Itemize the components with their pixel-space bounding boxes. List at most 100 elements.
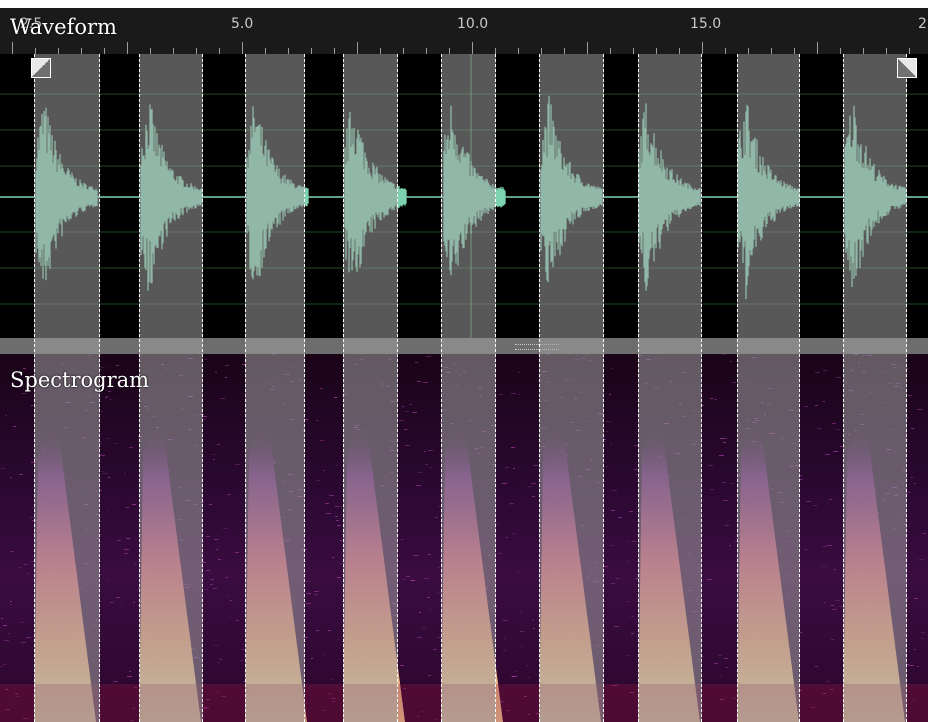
spectrogram-noise <box>120 602 122 603</box>
selection-region[interactable] <box>343 54 398 722</box>
spectrogram-noise <box>323 654 326 655</box>
spectrogram-noise <box>817 428 822 429</box>
spectrogram-noise <box>18 567 21 568</box>
spectrogram-noise <box>230 600 232 601</box>
spectrogram-noise <box>316 420 319 421</box>
spectrogram-noise <box>610 444 612 445</box>
spectrogram-noise <box>131 720 134 721</box>
ruler-tick <box>840 48 841 54</box>
ruler-tick <box>748 48 749 54</box>
spectrogram-noise <box>337 639 339 640</box>
spectrogram-noise <box>606 431 608 432</box>
spectrogram-noise <box>306 603 311 604</box>
spectrogram-noise <box>509 503 514 504</box>
spectrogram-noise <box>732 382 736 383</box>
spectrogram-noise <box>517 572 519 573</box>
spectrogram-noise <box>811 707 815 708</box>
spectrogram-noise <box>612 685 617 686</box>
spectrogram-noise <box>709 465 713 466</box>
spectrogram-noise <box>611 510 615 511</box>
ruler-tick <box>679 48 680 54</box>
spectrogram-noise <box>326 513 331 514</box>
spectrogram-noise <box>213 588 217 589</box>
spectrogram-noise <box>30 517 33 518</box>
spectrogram-noise <box>228 595 230 596</box>
spectrogram-noise <box>617 684 619 685</box>
spectrogram-noise <box>314 594 318 595</box>
selection-end-handle-icon[interactable] <box>897 58 917 78</box>
selection-region[interactable] <box>539 54 604 722</box>
ruler-tick <box>265 48 266 54</box>
spectrogram-noise <box>99 648 101 649</box>
spectrogram-noise <box>804 406 808 407</box>
spectrogram-noise <box>0 666 4 667</box>
spectrogram-noise <box>134 687 137 688</box>
spectrogram-noise <box>417 637 422 638</box>
selection-region[interactable] <box>245 54 305 722</box>
spectrogram-noise <box>337 577 341 578</box>
spectrogram-noise <box>832 423 836 424</box>
spectrogram-noise <box>306 581 310 582</box>
selection-region[interactable] <box>843 54 907 722</box>
spectrogram-noise <box>425 464 428 465</box>
spectrogram-noise <box>498 553 502 554</box>
spectrogram-noise <box>909 665 914 666</box>
spectrogram-noise <box>1 468 5 469</box>
time-ruler[interactable]: 2.5 5.0 10.0 15.0 2 <box>0 0 928 54</box>
spectrogram-noise <box>330 679 333 680</box>
selection-region[interactable] <box>638 54 702 722</box>
ruler-label-15-0: 15.0 <box>690 16 722 32</box>
resize-grip-icon[interactable] <box>515 344 559 350</box>
spectrogram-noise <box>914 598 918 599</box>
spectrogram-noise <box>634 469 639 470</box>
spectrogram-noise <box>101 471 104 472</box>
spectrogram-noise <box>417 716 420 717</box>
spectrogram-noise <box>32 507 35 508</box>
ruler-tick <box>380 48 381 54</box>
spectrogram-noise <box>433 649 437 650</box>
spectrogram-noise <box>722 482 726 483</box>
selection-region[interactable] <box>441 54 496 722</box>
spectrogram-noise <box>217 444 220 445</box>
spectrogram-noise <box>529 486 532 487</box>
spectrogram-noise <box>403 688 406 689</box>
selection-start-handle-icon[interactable] <box>31 58 51 78</box>
spectrogram-noise <box>418 472 423 473</box>
spectrogram-noise <box>235 552 239 553</box>
spectrogram-noise <box>917 409 922 410</box>
spectrogram-noise <box>24 564 27 565</box>
spectrogram-noise <box>503 620 508 621</box>
spectrogram-noise <box>627 561 630 562</box>
spectrogram-noise <box>206 570 210 571</box>
spectrogram-noise <box>424 578 429 579</box>
spectrogram-noise <box>532 620 534 621</box>
spectrogram-noise <box>25 376 29 377</box>
spectrogram-noise <box>26 637 31 638</box>
spectrogram-noise <box>835 429 840 430</box>
spectrogram-noise <box>405 445 410 446</box>
spectrogram-noise <box>609 394 611 395</box>
selection-region[interactable] <box>737 54 800 722</box>
selection-region[interactable] <box>139 54 203 722</box>
spectrogram-noise <box>606 466 609 467</box>
spectrogram-noise <box>27 573 29 574</box>
spectrogram-noise <box>331 698 336 699</box>
spectrogram-noise <box>635 578 638 579</box>
ruler-tick <box>357 42 358 54</box>
spectrogram-noise <box>217 662 220 663</box>
ruler-tick <box>633 48 634 54</box>
spectrogram-noise <box>815 666 818 667</box>
spectrogram-noise <box>202 416 207 417</box>
spectrogram-noise <box>735 671 737 672</box>
spectrogram-noise <box>106 438 109 439</box>
spectrogram-noise <box>923 533 926 534</box>
spectrogram-noise <box>108 391 111 392</box>
spectrogram-noise <box>429 609 431 610</box>
spectrogram-noise <box>629 692 634 693</box>
spectrogram-noise <box>403 579 405 580</box>
spectrogram-noise <box>399 420 404 421</box>
selection-region[interactable] <box>34 54 100 722</box>
spectrogram-noise <box>215 372 217 373</box>
spectrogram-noise <box>912 699 916 700</box>
spectrogram-noise <box>325 503 329 504</box>
